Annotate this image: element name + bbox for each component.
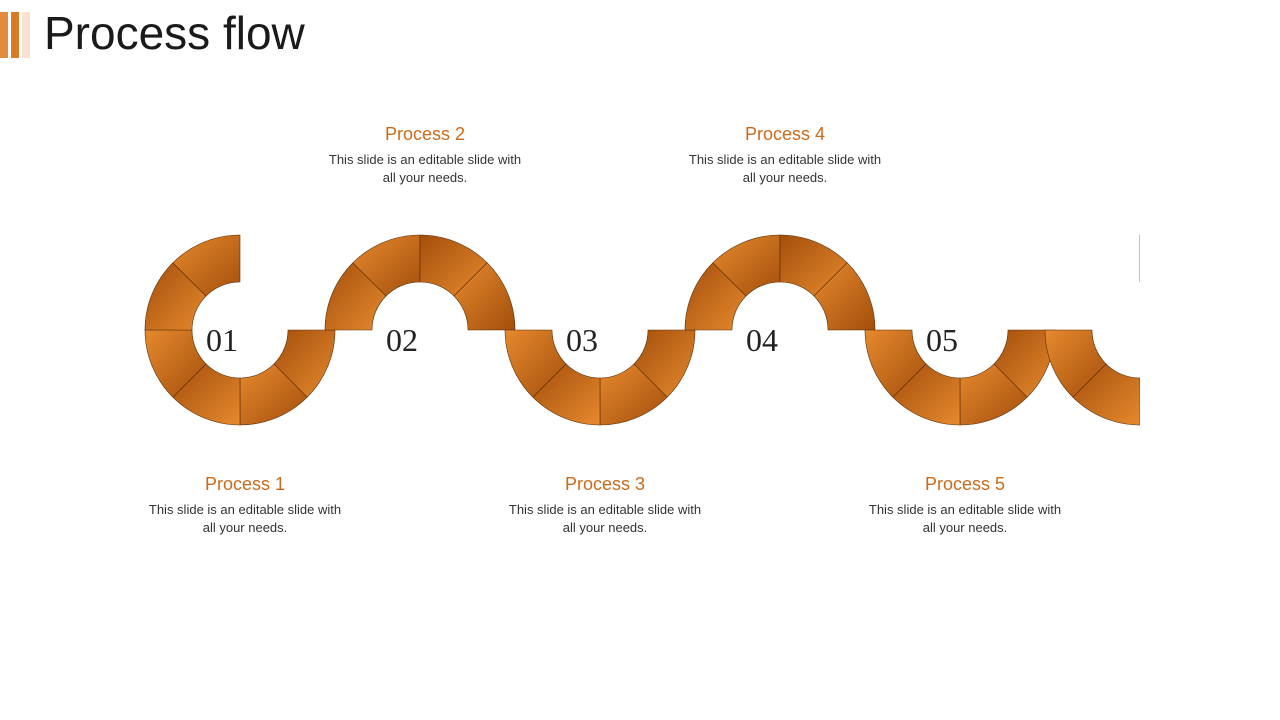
step-number-01: 01 bbox=[206, 322, 238, 359]
accent-bar bbox=[22, 12, 30, 58]
process-desc: This slide is an editable slide with all… bbox=[865, 501, 1065, 536]
page-title: Process flow bbox=[44, 6, 305, 60]
process-block-1: Process 1 This slide is an editable slide… bbox=[145, 474, 345, 536]
step-number-03: 03 bbox=[566, 322, 598, 359]
process-title: Process 4 bbox=[685, 124, 885, 145]
process-title: Process 5 bbox=[865, 474, 1065, 495]
title-accent-bars bbox=[0, 12, 30, 58]
process-desc: This slide is an editable slide with all… bbox=[685, 151, 885, 186]
process-block-4: Process 4 This slide is an editable slide… bbox=[685, 124, 885, 186]
step-number-05: 05 bbox=[926, 322, 958, 359]
step-number-04: 04 bbox=[746, 322, 778, 359]
process-title: Process 3 bbox=[505, 474, 705, 495]
process-title: Process 2 bbox=[325, 124, 525, 145]
process-block-3: Process 3 This slide is an editable slide… bbox=[505, 474, 705, 536]
accent-bar bbox=[0, 12, 8, 58]
flow-svg bbox=[140, 220, 1140, 440]
process-desc: This slide is an editable slide with all… bbox=[145, 501, 345, 536]
process-title: Process 1 bbox=[145, 474, 345, 495]
step-number-02: 02 bbox=[386, 322, 418, 359]
process-serpentine-diagram bbox=[140, 220, 1140, 440]
process-desc: This slide is an editable slide with all… bbox=[325, 151, 525, 186]
accent-bar bbox=[11, 12, 19, 58]
process-block-2: Process 2 This slide is an editable slide… bbox=[325, 124, 525, 186]
process-desc: This slide is an editable slide with all… bbox=[505, 501, 705, 536]
process-block-5: Process 5 This slide is an editable slide… bbox=[865, 474, 1065, 536]
